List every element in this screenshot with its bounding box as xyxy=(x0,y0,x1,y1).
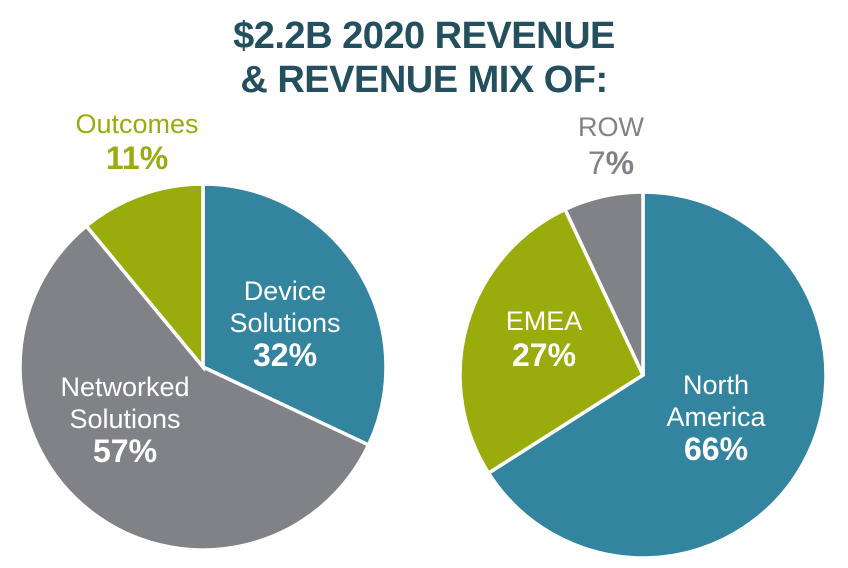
slice-percent-row: 7% xyxy=(588,145,634,181)
slice-label-text: America xyxy=(666,402,766,432)
slice-percent-emea: 27% xyxy=(512,337,576,373)
slice-label-text: EMEA xyxy=(506,306,583,336)
slice-label-row: ROW 7% xyxy=(578,112,645,181)
slice-percent-networked-solutions: 57% xyxy=(93,433,157,469)
slice-label-text: Outcomes xyxy=(75,109,198,139)
pie-slice-device-solutions xyxy=(201,182,388,448)
pie-slice-outcomes xyxy=(83,182,205,372)
slice-label-text: Solutions xyxy=(229,308,340,338)
slice-percent-device-solutions: 32% xyxy=(253,337,317,373)
slice-label-text: Solutions xyxy=(69,404,180,434)
slice-label-text: ROW xyxy=(578,112,645,142)
region-pie-chart: North America 66% EMEA 27% ROW 7% xyxy=(458,112,828,560)
pie-slice-row xyxy=(562,190,645,376)
slice-label-text: Networked xyxy=(60,372,189,402)
pie-slice-networked-solutions xyxy=(18,223,371,552)
pie-slice-north-america xyxy=(486,190,828,560)
pie-slice-emea xyxy=(458,207,646,476)
slice-percent-outcomes: 11% xyxy=(106,140,168,176)
slice-percent-north-america: 66% xyxy=(684,431,748,467)
segment-pie-chart: Device Solutions 32%Networked Solutions 57%O… xyxy=(18,109,388,552)
title-line-2: & REVENUE MIX OF: xyxy=(240,59,608,101)
slice-label-text: North xyxy=(683,370,749,400)
slice-label-device-solutions: Device Solutions 32% xyxy=(229,276,340,373)
slice-label-networked-solutions: Networked Solutions 57% xyxy=(60,372,189,469)
slice-label-text: Device xyxy=(244,276,327,306)
title-line-1: $2.2B 2020 REVENUE xyxy=(233,15,615,57)
slice-label-north-america: North America 66% xyxy=(666,370,766,467)
slice-label-emea: EMEA 27% xyxy=(506,306,583,373)
slice-label-outcomes: Outcomes 11% xyxy=(75,109,198,176)
